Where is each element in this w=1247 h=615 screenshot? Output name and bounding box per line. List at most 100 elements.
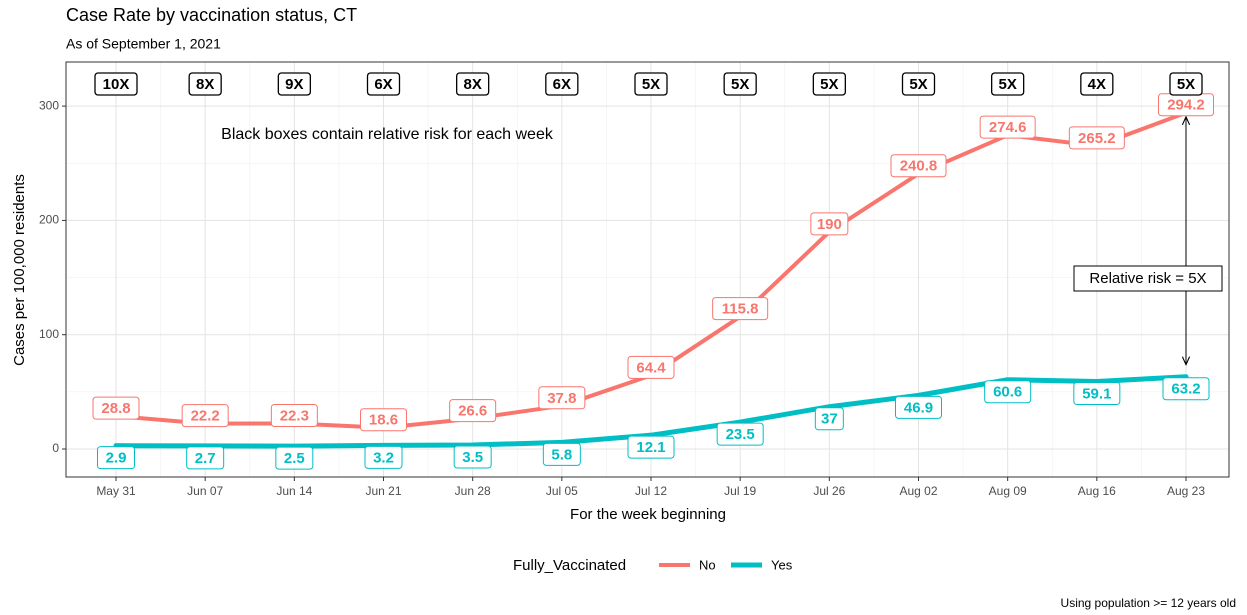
data-label: 265.2: [1078, 130, 1116, 147]
data-label-box: [275, 446, 314, 470]
data-label-box: [538, 386, 586, 410]
data-label: 64.4: [636, 359, 666, 376]
data-label: 26.6: [458, 403, 487, 420]
note: Black boxes contain relative risk for ea…: [221, 126, 554, 143]
x-tick-label: Jun 21: [365, 484, 401, 498]
data-label-box: [627, 355, 675, 379]
risk-box: [1080, 72, 1114, 96]
data-label: 240.8: [900, 158, 938, 175]
data-label: 23.5: [726, 426, 755, 443]
x-tick-label: Jun 07: [187, 484, 223, 498]
risk-box: [366, 72, 401, 96]
data-label: 18.6: [369, 412, 398, 429]
data-label: 46.9: [904, 399, 933, 416]
x-tick-label: Jul 05: [546, 484, 578, 498]
risk-label: 5X: [1177, 76, 1195, 93]
data-label-box: [979, 115, 1036, 139]
y-tick-label: 300: [39, 98, 59, 112]
data-label: 3.5: [462, 449, 483, 466]
risk-label: 6X: [553, 76, 571, 93]
data-label-box: [984, 380, 1032, 404]
chart-subtitle: As of September 1, 2021: [66, 36, 221, 52]
risk-box: [901, 72, 936, 96]
arrow-label: Relative risk = 5X: [1089, 270, 1206, 287]
risk-label: 5X: [998, 76, 1016, 93]
data-label: 37: [821, 411, 838, 428]
data-label-box: [542, 442, 581, 466]
data-label: 2.5: [284, 450, 305, 467]
data-label: 22.2: [191, 408, 220, 425]
data-label-box: [186, 446, 225, 470]
risk-label: 5X: [820, 76, 838, 93]
data-label: 2.7: [195, 450, 216, 467]
x-tick-label: Aug 02: [899, 484, 937, 498]
risk-label: 8X: [196, 76, 214, 93]
risk-label: 6X: [374, 76, 392, 93]
x-tick-label: Jun 14: [276, 484, 312, 498]
data-label-box: [270, 404, 318, 428]
data-label-box: [712, 297, 769, 321]
risk-label: 5X: [642, 76, 660, 93]
y-tick-label: 200: [39, 213, 59, 227]
data-label-box: [360, 408, 407, 432]
risk-box: [1169, 72, 1203, 96]
data-label-box: [814, 407, 844, 431]
data-label-box: [1162, 377, 1210, 401]
data-label-box: [716, 422, 764, 446]
legend-title: Fully_Vaccinated: [513, 557, 626, 574]
panel-border: [65, 61, 1230, 478]
risk-box: [545, 72, 579, 96]
data-label-box: [453, 445, 492, 469]
x-axis-label: For the week beginning: [570, 506, 726, 523]
risk-box: [94, 72, 138, 96]
data-label: 2.9: [106, 450, 127, 467]
risk-box: [277, 72, 311, 96]
risk-label: 10X: [103, 76, 130, 93]
data-label: 12.1: [636, 439, 665, 456]
data-label-box: [890, 154, 947, 178]
data-label: 22.3: [280, 407, 309, 424]
data-label: 37.8: [547, 390, 576, 407]
y-axis-label: Cases per 100,000 residents: [11, 174, 28, 366]
risk-label: 5X: [731, 76, 749, 93]
x-tick-label: Aug 09: [989, 484, 1027, 498]
x-tick-label: May 31: [96, 484, 136, 498]
data-label-box: [1073, 381, 1121, 405]
data-label: 294.2: [1167, 97, 1205, 114]
x-tick-label: Jul 19: [724, 484, 756, 498]
plot-panel: [66, 62, 1229, 477]
x-tick-label: Jul 26: [813, 484, 845, 498]
risk-box: [812, 72, 846, 96]
series-line: [113, 374, 1189, 449]
data-label-box: [92, 396, 140, 420]
data-label-box: [97, 446, 135, 470]
data-label: 5.8: [551, 446, 572, 463]
risk-label: 4X: [1088, 76, 1106, 93]
data-label: 274.6: [989, 119, 1027, 136]
risk-box: [188, 72, 222, 96]
y-tick-label: 100: [39, 327, 59, 341]
data-label-box: [449, 399, 497, 423]
data-label: 59.1: [1082, 385, 1111, 402]
data-label-box: [364, 445, 403, 469]
x-tick-label: Aug 16: [1078, 484, 1116, 498]
data-label: 63.2: [1171, 381, 1200, 398]
chart-title: Case Rate by vaccination status, CT: [66, 5, 357, 25]
data-label: 115.8: [722, 301, 759, 318]
data-label: 3.2: [373, 449, 394, 466]
x-tick-label: Aug 23: [1167, 484, 1205, 498]
y-tick-label: 0: [52, 441, 59, 455]
legend-label: Yes: [771, 557, 793, 572]
arrow-label-box: [1073, 265, 1223, 292]
data-label: 60.6: [993, 384, 1022, 401]
risk-label: 8X: [463, 76, 481, 93]
data-label-box: [1068, 126, 1125, 150]
legend-label: No: [699, 557, 716, 572]
data-label-box: [895, 395, 942, 419]
caption: Using population >= 12 years old: [1061, 596, 1236, 610]
risk-box: [991, 72, 1025, 96]
data-label: 190: [817, 216, 842, 233]
data-label-box: [810, 212, 849, 236]
x-tick-label: Jun 28: [455, 484, 491, 498]
